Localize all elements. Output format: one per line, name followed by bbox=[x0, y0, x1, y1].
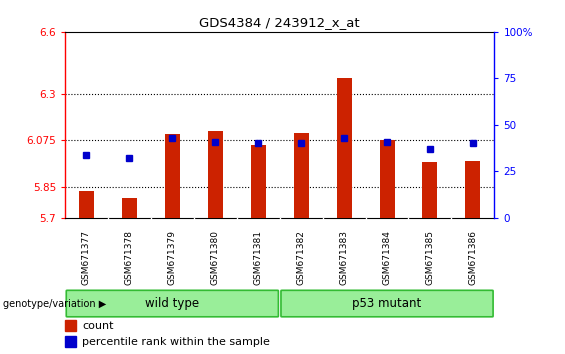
Text: GSM671379: GSM671379 bbox=[168, 230, 177, 285]
Text: GSM671384: GSM671384 bbox=[383, 230, 392, 285]
Text: genotype/variation ▶: genotype/variation ▶ bbox=[3, 298, 106, 309]
Text: count: count bbox=[82, 321, 114, 331]
Text: GSM671381: GSM671381 bbox=[254, 230, 263, 285]
Text: percentile rank within the sample: percentile rank within the sample bbox=[82, 337, 270, 347]
Bar bbox=[337, 78, 351, 218]
Text: GSM671385: GSM671385 bbox=[425, 230, 434, 285]
Bar bbox=[65, 320, 76, 331]
Text: GSM671380: GSM671380 bbox=[211, 230, 220, 285]
Text: GSM671377: GSM671377 bbox=[82, 230, 91, 285]
Text: GSM671383: GSM671383 bbox=[340, 230, 349, 285]
Bar bbox=[79, 191, 94, 218]
Bar bbox=[294, 133, 308, 218]
Text: p53 mutant: p53 mutant bbox=[353, 297, 421, 310]
Bar bbox=[251, 145, 266, 218]
Title: GDS4384 / 243912_x_at: GDS4384 / 243912_x_at bbox=[199, 16, 360, 29]
Bar bbox=[466, 161, 480, 218]
Text: wild type: wild type bbox=[145, 297, 199, 310]
Bar bbox=[122, 198, 137, 218]
Bar bbox=[423, 162, 437, 218]
FancyBboxPatch shape bbox=[66, 290, 279, 317]
Text: GSM671382: GSM671382 bbox=[297, 230, 306, 285]
Bar bbox=[165, 134, 180, 218]
Text: GSM671378: GSM671378 bbox=[125, 230, 134, 285]
Text: GSM671386: GSM671386 bbox=[468, 230, 477, 285]
FancyBboxPatch shape bbox=[281, 290, 493, 317]
Bar bbox=[208, 131, 223, 218]
Bar bbox=[65, 336, 76, 347]
Bar bbox=[380, 140, 394, 218]
